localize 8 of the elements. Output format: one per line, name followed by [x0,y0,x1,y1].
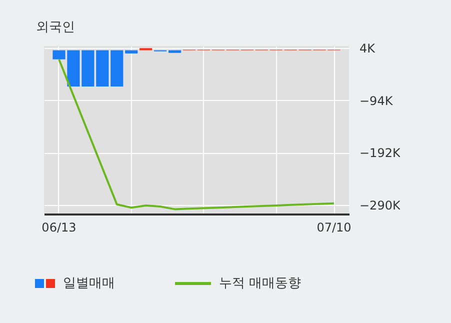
y-tick-label: 4K [360,42,376,56]
y-tick-label: −94K [360,94,394,108]
line-series [58,58,336,210]
chart-title: 외국인 [36,20,75,36]
x-tick-label: 07/10 [316,220,352,234]
legend-label: 일별매매 [63,275,115,292]
x-tick-label: 06/13 [42,220,76,234]
legend-label: 누적 매매동향 [219,275,302,292]
